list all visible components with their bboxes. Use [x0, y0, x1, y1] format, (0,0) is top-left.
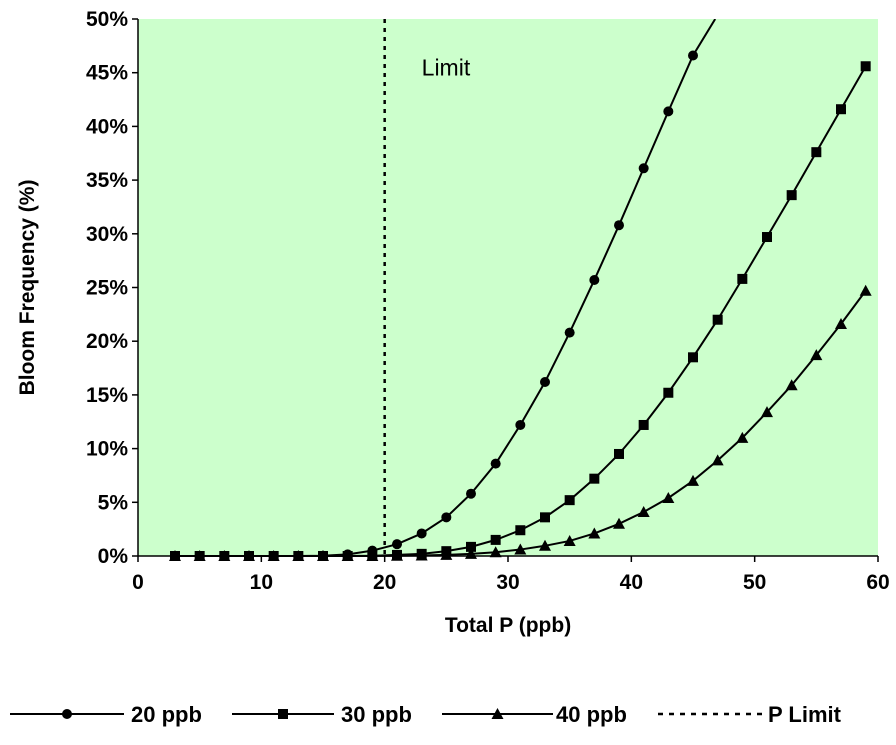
data-point: [218, 550, 231, 561]
y-tick-label: 20%: [86, 330, 128, 353]
legend-marker: [491, 708, 504, 719]
data-point: [663, 387, 674, 398]
x-axis-title: Total P (ppb): [445, 614, 571, 637]
data-point: [637, 505, 650, 517]
data-point: [416, 528, 427, 539]
data-point: [490, 458, 501, 469]
data-point: [317, 550, 329, 561]
data-point: [588, 527, 601, 539]
data-point: [440, 548, 453, 560]
legend-marker: [62, 709, 72, 719]
data-point: [391, 549, 403, 561]
data-point: [688, 352, 698, 363]
data-point: [489, 546, 502, 558]
series-40-ppb: [169, 284, 872, 561]
data-point: [564, 327, 575, 338]
legend-marker: [278, 709, 288, 719]
data-point: [243, 550, 255, 561]
data-point: [366, 550, 379, 561]
legend-entry: 40 ppb: [442, 702, 627, 727]
x-tick-label: 30: [496, 571, 519, 594]
data-point: [341, 550, 354, 561]
data-point: [711, 454, 724, 466]
y-tick-label: 40%: [86, 115, 128, 138]
data-point: [613, 517, 625, 529]
data-point: [564, 495, 575, 506]
data-point: [267, 550, 280, 561]
plot-area: [138, 19, 878, 556]
data-point: [761, 406, 773, 418]
data-point: [514, 543, 527, 555]
legend-label: 20 ppb: [131, 702, 202, 727]
data-point: [169, 550, 181, 561]
data-point: [835, 318, 847, 330]
legend-label: 30 ppb: [341, 702, 412, 727]
legend-entry: P Limit: [658, 702, 842, 727]
data-point: [415, 549, 428, 561]
data-point: [786, 190, 797, 201]
data-point: [515, 525, 526, 536]
data-point: [712, 314, 723, 325]
y-tick-label: 30%: [86, 223, 128, 246]
data-point: [589, 473, 600, 484]
y-tick-label: 15%: [86, 384, 128, 407]
data-point: [638, 419, 649, 430]
y-tick-label: 35%: [86, 169, 128, 192]
data-point: [737, 273, 748, 284]
y-tick-label: 45%: [86, 62, 128, 85]
data-point: [662, 492, 675, 504]
data-point: [540, 512, 550, 523]
data-point: [614, 448, 624, 459]
y-tick-label: 25%: [86, 277, 128, 300]
data-point: [466, 488, 476, 499]
x-tick-label: 10: [250, 571, 273, 594]
x-tick-label: 40: [620, 571, 643, 594]
data-point: [762, 232, 772, 243]
legend-label: P Limit: [768, 702, 842, 727]
x-tick-label: 0: [132, 571, 144, 594]
x-tick-label: 60: [866, 571, 889, 594]
data-point: [563, 534, 576, 546]
legend-label: 40 ppb: [556, 702, 627, 727]
data-point: [465, 547, 477, 559]
y-tick-label: 0%: [98, 545, 129, 568]
data-point: [614, 220, 624, 231]
y-tick-label: 10%: [86, 438, 128, 461]
data-point: [540, 377, 550, 388]
data-point: [539, 539, 551, 551]
legend-entry: 30 ppb: [232, 702, 412, 727]
data-point: [589, 274, 600, 285]
data-point: [392, 539, 402, 550]
data-point: [811, 147, 822, 158]
data-point: [663, 106, 674, 117]
data-point: [193, 550, 206, 561]
data-point: [736, 431, 749, 443]
data-point: [859, 284, 872, 296]
data-point: [688, 50, 698, 61]
data-point: [860, 61, 871, 72]
legend-entry: 20 ppb: [10, 702, 202, 727]
y-tick-label: 50%: [86, 8, 128, 31]
data-point: [785, 379, 798, 391]
x-tick-label: 50: [743, 571, 766, 594]
data-point: [490, 534, 501, 545]
x-tick-label: 20: [373, 571, 396, 594]
data-point: [515, 419, 526, 430]
legend: 20 ppb 30 ppb 40 ppb P Limit: [10, 702, 842, 727]
y-axis-title: Bloom Frequency (%): [16, 180, 39, 396]
data-point: [687, 474, 699, 486]
data-point: [292, 550, 305, 561]
data-point: [441, 512, 452, 523]
data-point: [810, 349, 823, 361]
limit-annotation: Limit: [422, 54, 471, 80]
data-point: [466, 541, 476, 552]
data-point: [638, 163, 649, 174]
data-point: [836, 104, 846, 115]
y-tick-label: 5%: [98, 491, 129, 514]
